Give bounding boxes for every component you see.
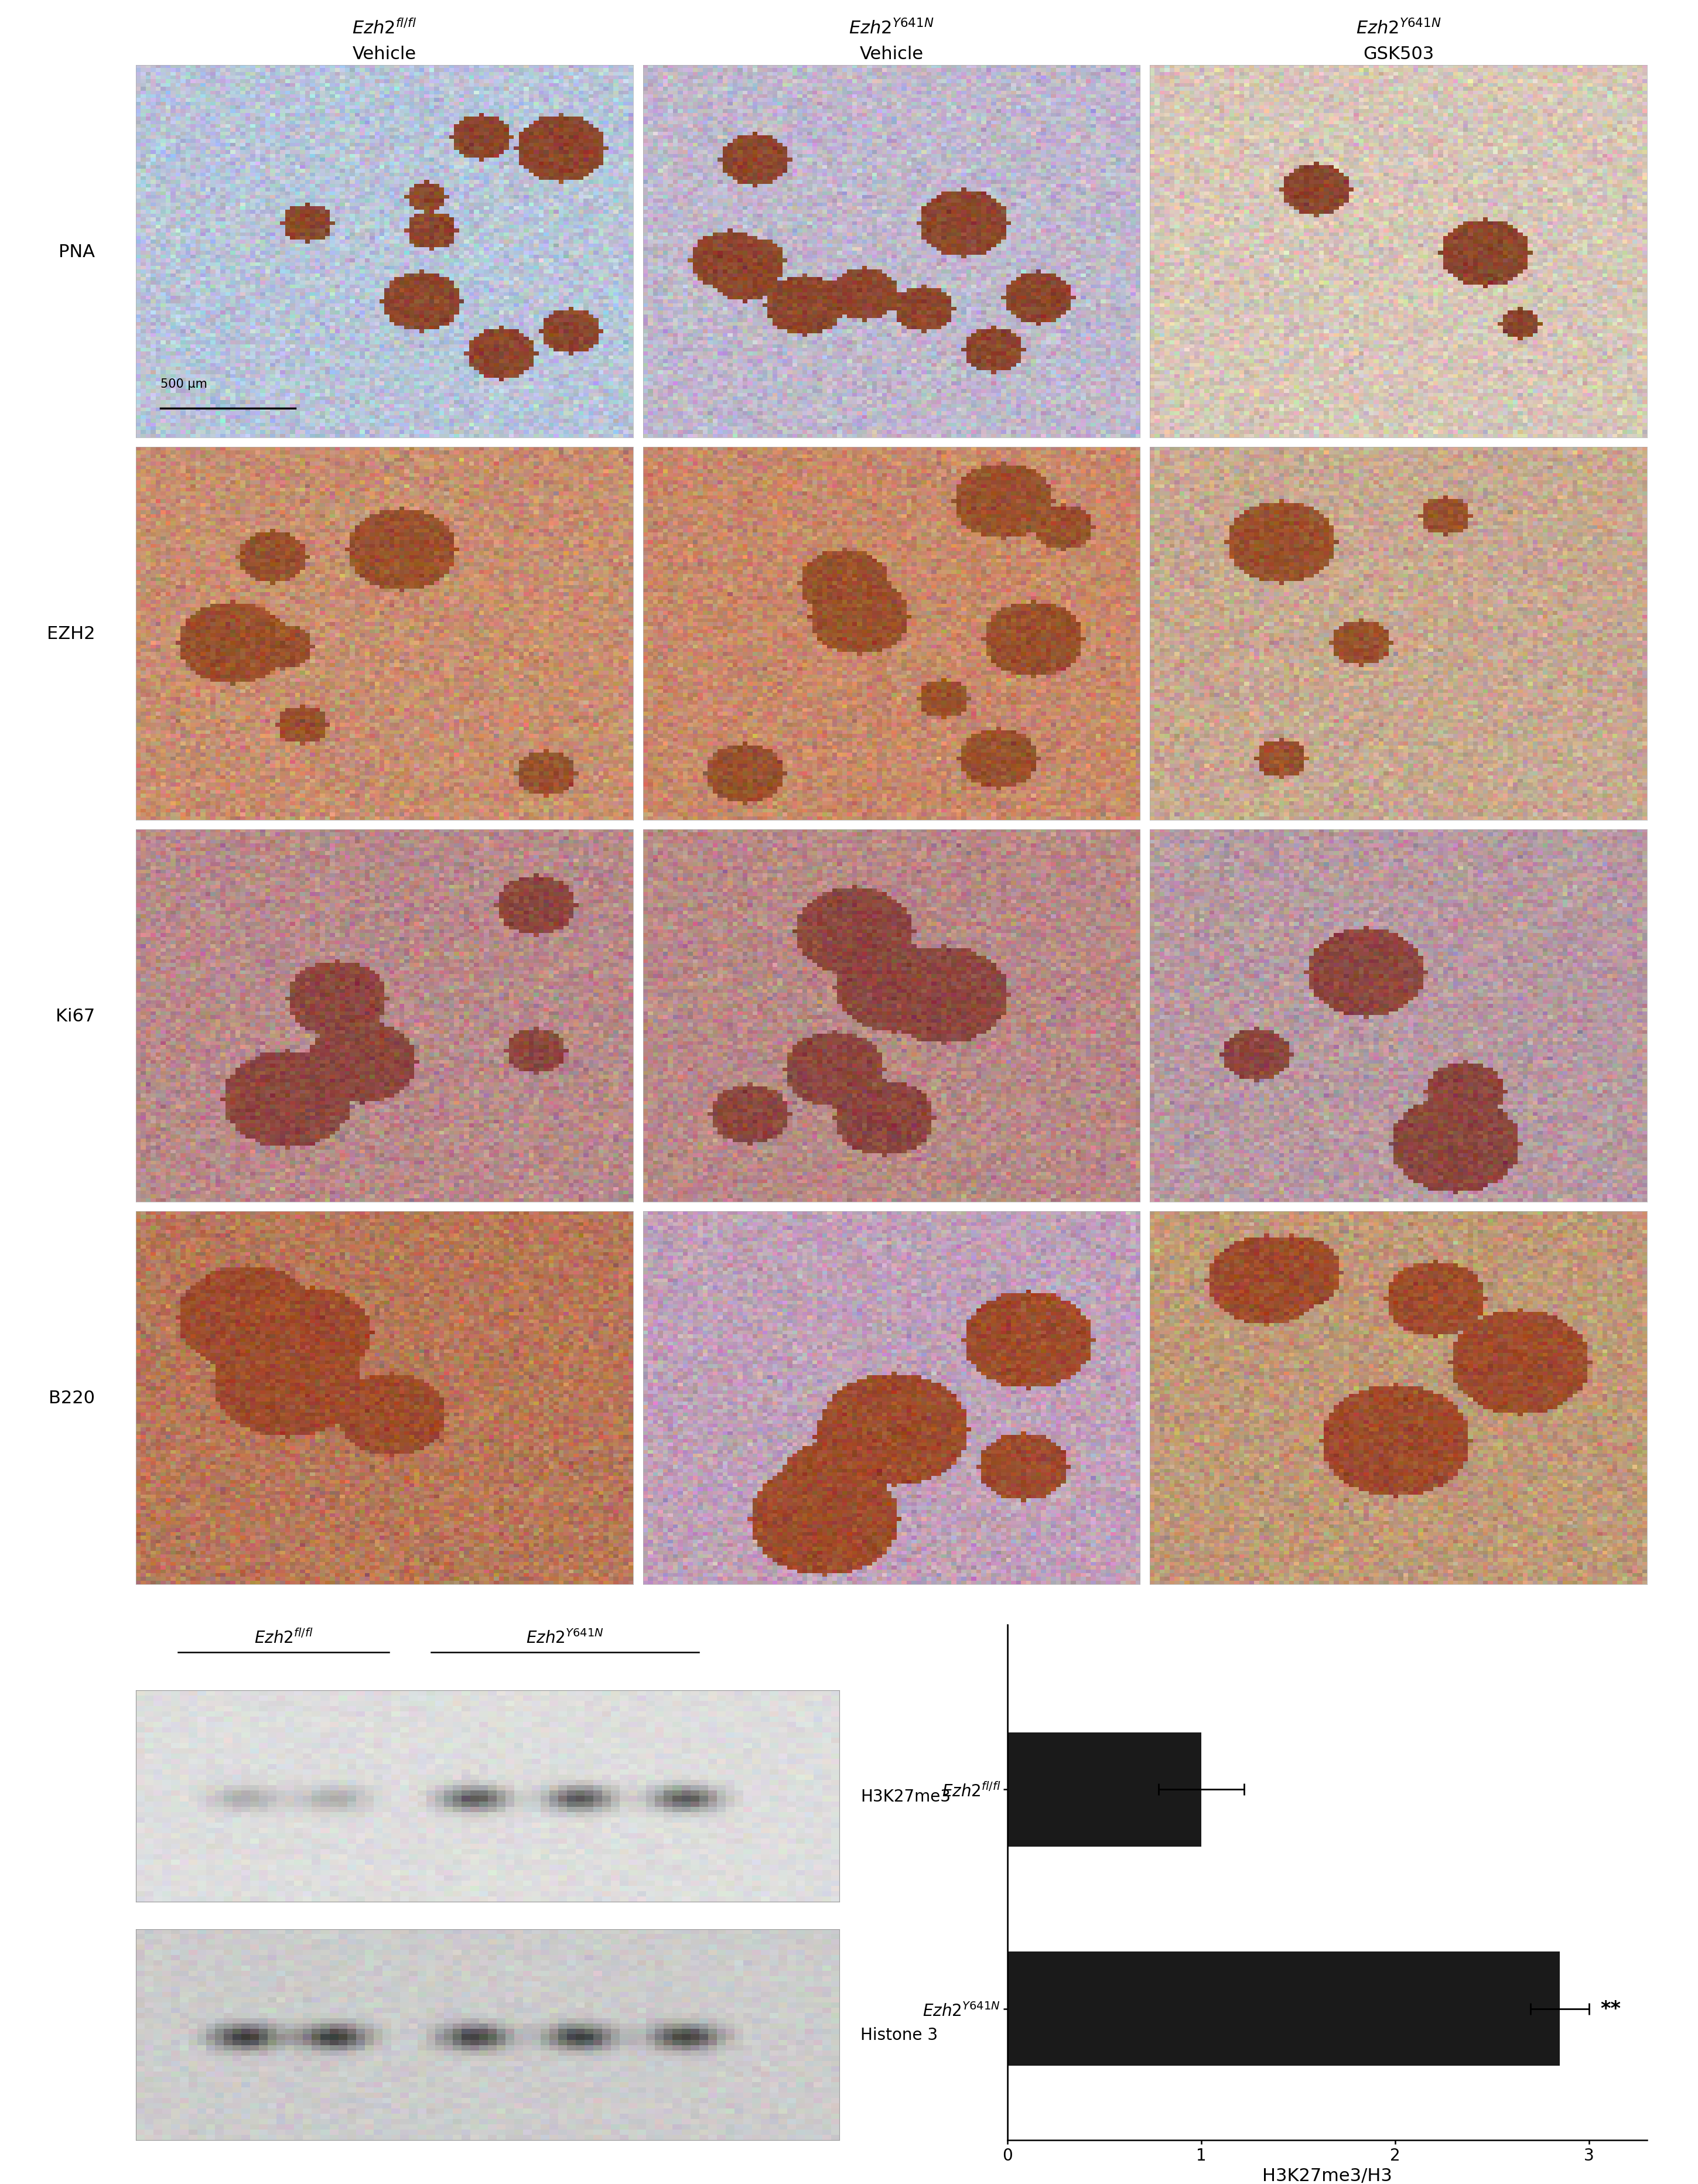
Title: $\it{Ezh2}^{Y641N}$
Vehicle: $\it{Ezh2}^{Y641N}$ Vehicle	[849, 17, 934, 63]
Text: Histone 3: Histone 3	[861, 2027, 937, 2042]
Title: $\it{Ezh2}^{Y641N}$
GSK503: $\it{Ezh2}^{Y641N}$ GSK503	[1357, 17, 1442, 63]
Text: **: **	[1601, 1998, 1622, 2018]
Y-axis label: PNA: PNA	[59, 242, 95, 260]
X-axis label: H3K27me3/H3: H3K27me3/H3	[1262, 2167, 1392, 2184]
Y-axis label: Ki67: Ki67	[56, 1007, 95, 1024]
Bar	[1007, 1952, 1560, 2066]
Y-axis label: B220: B220	[49, 1389, 95, 1406]
Title: $\it{Ezh2}^{fl/fl}$
Vehicle: $\it{Ezh2}^{fl/fl}$ Vehicle	[351, 20, 416, 63]
Text: 500 μm: 500 μm	[161, 378, 207, 389]
Text: H3K27me3: H3K27me3	[861, 1789, 951, 1804]
Text: $\it{Ezh2}^{fl/fl}$: $\it{Ezh2}^{fl/fl}$	[255, 1629, 312, 1647]
Y-axis label: EZH2: EZH2	[48, 625, 95, 642]
Text: $\it{Ezh2}^{Y641N}$: $\it{Ezh2}^{Y641N}$	[526, 1629, 604, 1647]
Bar	[1007, 1732, 1200, 1845]
